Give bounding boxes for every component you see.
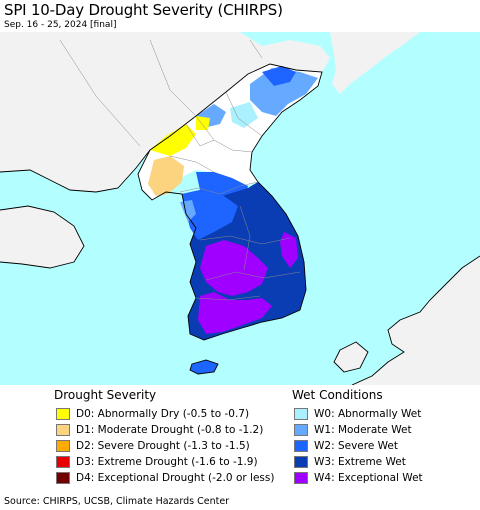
map-subtitle: Sep. 16 - 25, 2024 [final] [4,20,117,30]
peninsula-coast [137,63,323,341]
russia-land [330,32,420,94]
w0-label: W0: Abnormally Wet [314,408,422,420]
d3-label: D3: Extreme Drought (-1.6 to -1.9) [76,456,258,468]
d1-label: D1: Moderate Drought (-0.8 to -1.2) [76,424,264,436]
source-credit: Source: CHIRPS, UCSB, Climate Hazards Ce… [4,496,230,507]
drought-legend-heading: Drought Severity [54,388,157,402]
nk-wet-ne-strong [262,66,296,86]
d4-label: D4: Exceptional Drought (-2.0 or less) [76,472,275,484]
legend: Drought Severity Wet Conditions D0: Abno… [0,385,480,490]
japan-kyushu [334,342,368,372]
nk-wet-ne [250,68,318,116]
d1-swatch [56,424,70,436]
w0-swatch [294,408,308,420]
nk-dry-d0-b [196,116,210,130]
w2-label: W2: Severe Wet [314,440,398,452]
w4-swatch [294,472,308,484]
d2-swatch [56,440,70,452]
china-land [0,32,330,192]
china-admin-borders [59,39,263,147]
nk-dry-d1 [148,156,184,196]
nk-wet-se [196,172,248,196]
japan-coast [351,255,480,385]
sk-exceptional-wet-central [200,240,268,296]
wet-legend-heading: Wet Conditions [292,388,383,402]
map-title: SPI 10-Day Drought Severity (CHIRPS) [4,1,283,19]
sk-admin-borders [195,205,301,301]
nk-admin-borders [169,91,263,173]
w3-swatch [294,456,308,468]
w4-label: W4: Exceptional Wet [314,472,423,484]
d2-label: D2: Severe Drought (-1.3 to -1.5) [76,440,250,452]
d4-swatch [56,472,70,484]
map-canvas [0,32,480,385]
japan-land [352,256,480,385]
w2-swatch [294,440,308,452]
d0-label: D0: Abnormally Dry (-0.5 to -0.7) [76,408,250,420]
sk-exceptional-wet-east [280,232,298,268]
china-coast [0,149,151,193]
sk-exceptional-wet-south [198,292,272,334]
liaodong-land [0,206,84,268]
w1-label: W1: Moderate Wet [314,424,412,436]
liaodong-coast [0,205,85,269]
nk-dry-d0 [150,124,196,156]
d3-swatch [56,456,70,468]
d0-swatch [56,408,70,420]
w1-swatch [294,424,308,436]
w3-label: W3: Extreme Wet [314,456,406,468]
jeju-coast [189,359,219,375]
dmz-border [179,181,259,195]
nk-wet-mid [230,102,258,128]
kyushu-coast [333,341,369,373]
jeju-island [190,360,218,374]
